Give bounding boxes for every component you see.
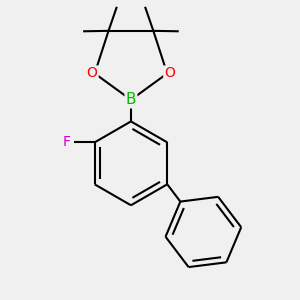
Text: F: F	[63, 135, 71, 149]
Text: O: O	[87, 67, 98, 80]
Text: B: B	[126, 92, 136, 107]
Text: O: O	[164, 67, 175, 80]
